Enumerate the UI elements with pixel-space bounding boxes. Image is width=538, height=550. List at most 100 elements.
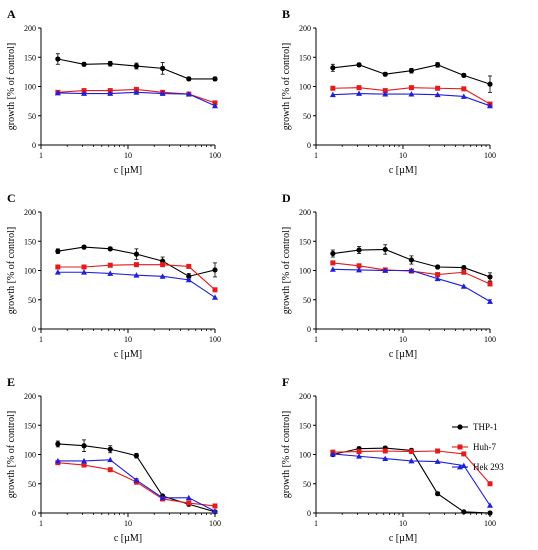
x-tick-label: 1	[314, 151, 318, 160]
y-tick-label: 150	[299, 421, 311, 430]
data-point	[212, 294, 218, 300]
y-tick-label: 150	[24, 237, 36, 246]
data-point	[435, 272, 441, 278]
data-point	[81, 244, 87, 250]
x-tick-label: 100	[209, 335, 221, 344]
x-tick-label: 100	[209, 151, 221, 160]
series-hek-293	[329, 266, 493, 304]
x-tick-label: 10	[124, 335, 132, 344]
x-tick-label: 100	[484, 151, 496, 160]
data-point	[185, 494, 192, 501]
data-point	[356, 266, 363, 273]
data-point	[435, 264, 441, 270]
x-tick-label: 10	[399, 335, 407, 344]
data-point	[107, 61, 113, 67]
data-point	[408, 267, 415, 273]
legend-item-huh-7: Huh-7	[452, 442, 496, 452]
x-tick-label: 10	[124, 519, 132, 528]
data-point	[159, 273, 166, 279]
x-tick-label: 10	[399, 151, 407, 160]
y-tick-label: 0	[32, 509, 36, 518]
data-point	[356, 90, 363, 96]
series-line	[332, 268, 491, 302]
legend-marker	[457, 424, 463, 430]
y-tick-label: 0	[32, 141, 36, 150]
panel-letter: F	[282, 375, 289, 389]
y-axis-label: growth [% of control]	[6, 227, 17, 314]
series-huh-7	[55, 460, 218, 509]
series-thp-1	[55, 53, 218, 82]
data-point	[212, 287, 218, 293]
y-axis-label: growth [% of control]	[6, 43, 17, 130]
data-point	[55, 441, 61, 447]
y-tick-label: 150	[299, 53, 311, 62]
data-point	[487, 81, 493, 87]
data-point	[107, 467, 113, 473]
chart-panel-a: A 0 50 100 150 200 1 10 100 c [µM] growth [% of co…	[6, 7, 221, 176]
y-tick-label: 50	[303, 296, 311, 305]
data-point	[81, 462, 87, 468]
data-point	[487, 281, 493, 287]
data-point	[81, 443, 87, 449]
x-tick-label: 1	[39, 519, 43, 528]
data-point	[487, 298, 493, 304]
legend-marker	[457, 464, 463, 470]
data-point	[435, 85, 441, 91]
data-point	[461, 451, 467, 457]
data-point	[186, 500, 192, 506]
data-point	[460, 283, 467, 289]
y-tick-label: 50	[28, 480, 36, 489]
data-point	[54, 89, 61, 96]
series-hek-293	[329, 450, 493, 508]
data-point	[54, 269, 61, 275]
data-point	[382, 71, 388, 77]
data-point	[330, 250, 336, 257]
legend-marker	[457, 444, 463, 450]
data-point	[382, 455, 389, 461]
chart-panel-e: E 0 50 100 150 200 1 10 100 c [µM] growth [% of co…	[6, 375, 221, 544]
y-tick-label: 100	[24, 451, 36, 460]
legend: THP-1 Huh-7 Hek 293	[452, 422, 504, 472]
chart-panel-c: C 0 50 100 150 200 1 10 100 c [µM] growth [% of co…	[6, 191, 221, 360]
data-point	[329, 450, 336, 457]
series-huh-7	[330, 448, 493, 487]
data-point	[356, 453, 363, 459]
data-point	[487, 102, 493, 109]
y-axis-label: growth [% of control]	[6, 411, 17, 498]
data-point	[408, 257, 415, 263]
data-point	[461, 264, 467, 271]
x-tick-label: 10	[399, 519, 407, 528]
x-tick-label: 1	[314, 335, 318, 344]
x-tick-label: 100	[209, 519, 221, 528]
data-point	[330, 85, 336, 91]
legend-label: THP-1	[473, 422, 498, 432]
data-point	[212, 102, 218, 109]
y-tick-label: 200	[299, 24, 311, 33]
y-tick-label: 100	[299, 451, 311, 460]
panel-letter: B	[282, 7, 290, 21]
x-tick-label: 10	[124, 151, 132, 160]
y-tick-label: 200	[24, 392, 36, 401]
series-thp-1	[330, 62, 493, 93]
data-point	[330, 65, 336, 71]
y-tick-label: 50	[303, 112, 311, 121]
y-tick-label: 150	[299, 237, 311, 246]
y-tick-label: 0	[307, 141, 311, 150]
y-tick-label: 100	[24, 267, 36, 276]
data-point	[133, 477, 140, 483]
data-point	[55, 264, 61, 270]
y-tick-label: 0	[32, 325, 36, 334]
x-tick-label: 1	[39, 335, 43, 344]
data-point	[212, 508, 218, 514]
data-point	[487, 274, 493, 280]
panel-letter: A	[7, 7, 16, 21]
y-tick-label: 50	[303, 480, 311, 489]
data-point	[408, 449, 414, 455]
y-tick-label: 100	[299, 83, 311, 92]
data-point	[408, 457, 415, 464]
data-point	[133, 251, 140, 257]
data-point	[186, 273, 192, 279]
x-axis-label: c [µM]	[389, 165, 417, 176]
data-point	[212, 267, 218, 273]
